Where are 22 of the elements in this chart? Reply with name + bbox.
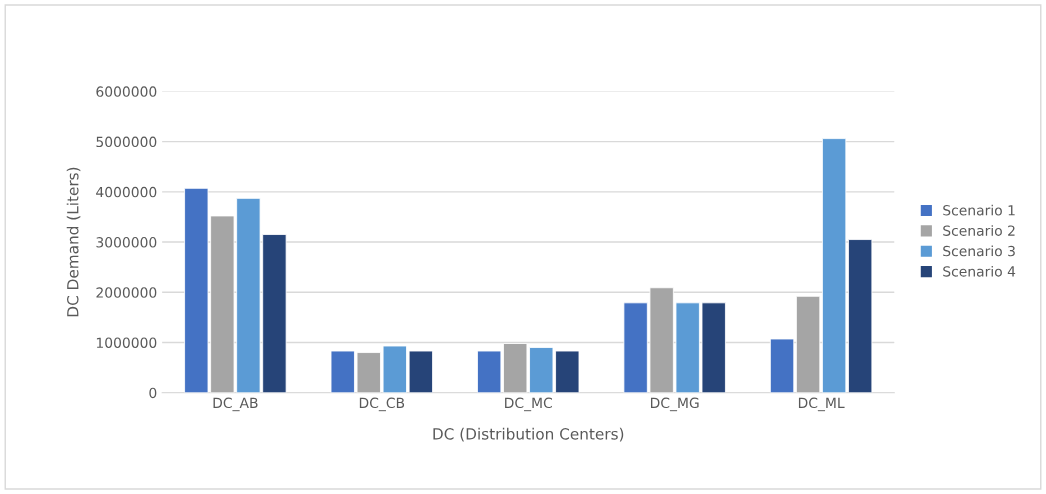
y-tick-label: 5000000 bbox=[96, 136, 157, 148]
x-axis-title: DC (Distribution Centers) bbox=[433, 427, 624, 442]
y-tick-label: 1000000 bbox=[96, 337, 157, 348]
y-tick-label: 6000000 bbox=[96, 86, 157, 97]
legend-label: Scenario 2 bbox=[943, 225, 1015, 236]
legend-label: Scenario 3 bbox=[943, 245, 1015, 257]
x-tick-label: DC_AB bbox=[213, 397, 258, 412]
x-tick-label: DC_CB bbox=[359, 397, 405, 412]
y-tick-label: 2000000 bbox=[96, 287, 157, 298]
bar bbox=[848, 239, 873, 393]
x-tick-label: DC_ML bbox=[798, 397, 845, 412]
y-tick-label: 3000000 bbox=[96, 237, 157, 248]
legend-label: Scenario 4 bbox=[943, 265, 1016, 277]
y-tick-label: 4000000 bbox=[96, 186, 157, 198]
y-axis-title: DC Demand (Liters) bbox=[66, 167, 81, 317]
x-tick-label: DC_MC bbox=[505, 397, 552, 412]
bar bbox=[821, 138, 847, 393]
legend-label: Scenario 1 bbox=[943, 204, 1015, 216]
y-tick-label: 0 bbox=[149, 387, 157, 399]
bar bbox=[795, 295, 821, 393]
x-tick-label: DC_MG bbox=[650, 397, 699, 412]
bar bbox=[769, 338, 795, 393]
